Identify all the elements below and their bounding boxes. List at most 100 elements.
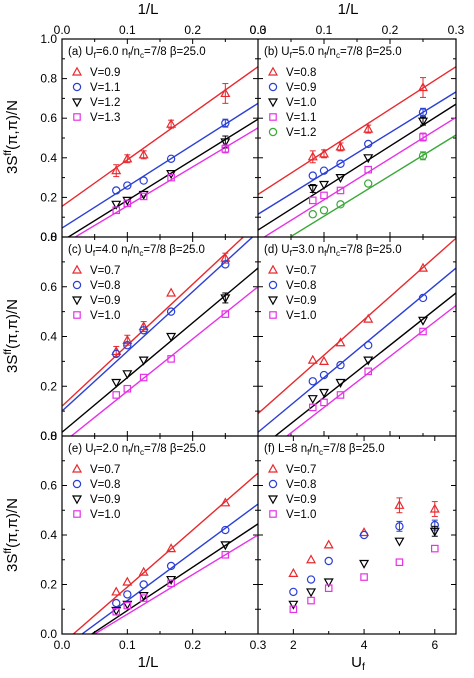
legend-marker	[71, 66, 83, 76]
panel-e-series-4	[112, 550, 230, 616]
panel-b-series-5	[308, 151, 428, 219]
panel-b-series-1	[307, 77, 429, 164]
data-point	[307, 596, 315, 605]
data-point	[418, 293, 428, 303]
legend-marker	[268, 127, 278, 137]
panel-c-ytick-label: 0.2	[40, 379, 57, 393]
panel-e-fit-line-3	[90, 523, 258, 634]
legend-marker	[71, 296, 83, 306]
data-point	[112, 391, 121, 399]
panel-e-xtick-label: 0.0	[54, 638, 71, 652]
data-point	[307, 184, 318, 194]
panel-d-plot-area	[258, 237, 456, 436]
panel-b-series-2	[308, 107, 428, 180]
panel-c-series-4	[112, 310, 230, 399]
data-point	[308, 210, 317, 219]
panel-a-ytick-label: 0.2	[40, 190, 57, 204]
panel-f-series-4	[289, 544, 439, 614]
panel-d-series-1	[307, 262, 429, 365]
data-point	[111, 606, 122, 616]
data-point	[359, 559, 370, 569]
panel-d-title: (d) Uf​=3.0 nf​/nc​=7/8 β=25.0	[264, 244, 402, 258]
panel-b-legend: V=0.8 V=0.9 V=1.0 V=1.1 V=1.2	[267, 66, 316, 139]
data-point	[417, 316, 429, 326]
data-point	[221, 525, 230, 535]
legend-marker	[268, 280, 278, 290]
data-point	[112, 349, 121, 359]
panel-c-ytick-label: 0.4	[40, 330, 57, 344]
legend-marker	[72, 479, 82, 489]
data-point	[364, 165, 373, 174]
data-point	[220, 138, 231, 148]
data-point	[318, 355, 330, 365]
data-point	[320, 191, 328, 200]
panel-a-ytick-label: 0.4	[40, 151, 57, 165]
legend-marker	[267, 66, 279, 76]
legend-label: V=0.7	[286, 265, 316, 277]
data-point	[167, 579, 175, 588]
panel-e-ytick-label: 0.2	[40, 578, 57, 592]
panel-c-ytick-label: 0.0	[40, 429, 57, 443]
data-point	[138, 566, 149, 576]
data-point	[166, 307, 176, 316]
data-point	[418, 108, 428, 117]
top-axis-label-right: 1/L	[338, 1, 359, 18]
data-point	[123, 590, 132, 599]
data-point	[167, 355, 175, 363]
panel-a-xtick-label: 0.3	[250, 23, 267, 37]
panel-c-plot-area	[62, 237, 258, 436]
panel-d-fit-line-4	[285, 304, 456, 436]
panel-d-fit-line-3	[274, 292, 456, 436]
legend-label: V=1.2	[90, 97, 120, 109]
panel-c-ytick-label: 0.8	[40, 230, 57, 244]
panel-c-series-2	[112, 260, 230, 359]
panel-e-ytick-label: 0.4	[40, 528, 57, 542]
data-point	[123, 601, 132, 610]
panel-c-legend: V=0.7 V=0.8 V=0.9 V=1.0	[71, 264, 120, 322]
panel-d-fit-line-2	[258, 267, 456, 433]
data-point	[394, 499, 405, 509]
left-axis-label-row-3: 3Sff​(π,π)/N	[2, 498, 21, 572]
data-point	[138, 356, 149, 366]
bottom-axis-label-left: 1/L	[138, 654, 159, 671]
data-point	[221, 310, 230, 318]
legend-label: V=0.8	[90, 280, 120, 292]
panel-a-title: (a) Uf​=6.0 nf​/nc​=7/8 β=25.0	[68, 46, 206, 60]
legend-label: V=1.0	[90, 509, 120, 521]
data-point	[395, 558, 404, 567]
data-point	[323, 578, 334, 588]
panel-f-xtick-label: 2	[290, 638, 297, 652]
legend-label: V=0.7	[90, 464, 120, 476]
legend-marker	[267, 98, 279, 108]
panel-a-series-2	[112, 118, 230, 195]
data-point	[336, 159, 345, 168]
data-point	[364, 179, 373, 188]
data-point	[417, 262, 429, 272]
legend-label: V=0.9	[90, 494, 120, 506]
legend-marker	[267, 296, 279, 306]
data-point	[430, 544, 439, 553]
panel-e-xtick-label: 0.1	[119, 638, 136, 652]
data-point	[122, 196, 133, 206]
panel-d-series-3	[307, 316, 429, 405]
legend-label: V=1.0	[286, 509, 316, 521]
legend-marker	[268, 479, 278, 489]
data-point	[123, 341, 132, 350]
data-point	[308, 403, 317, 412]
legend-label: V=0.9	[90, 67, 120, 79]
data-point	[336, 391, 345, 399]
panel-f-title: (f) L=8 nf​/nc​=7/8 β=25.0	[264, 443, 385, 457]
panel-a-legend: V=0.9 V=1.1 V=1.2 V=1.3	[71, 66, 120, 124]
data-point	[220, 294, 231, 304]
legend-label: V=1.3	[90, 112, 120, 124]
data-point	[122, 334, 133, 344]
panel-a-xtick-label: 0.0	[54, 23, 71, 37]
data-point	[166, 561, 176, 571]
bottom-axis-label-right: Uf​	[351, 654, 365, 673]
data-point	[139, 176, 148, 185]
panel-b-title: (b) Uf​=5.0 nf​/nc​=7/8 β=25.0	[264, 46, 402, 60]
panel-e-xtick-label: 0.2	[184, 638, 201, 652]
legend-label: V=1.1	[286, 112, 316, 124]
legend-label: V=1.2	[286, 127, 316, 139]
panel-d: (d) Uf​=3.0 nf​/nc​=7/8 β=25.0 V=0.7 V=0.8…	[257, 236, 457, 437]
